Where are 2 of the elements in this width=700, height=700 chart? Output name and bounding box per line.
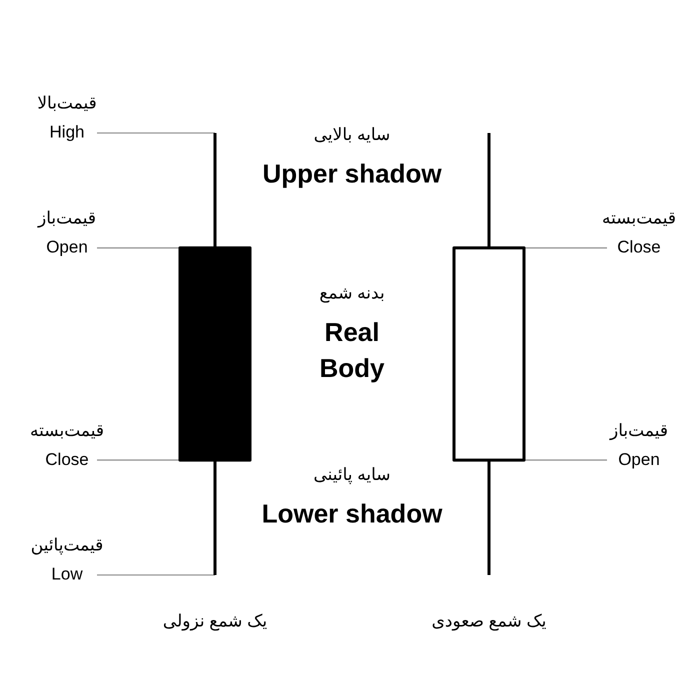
x-tick-label: یک شمع نزولی xyxy=(162,612,268,632)
x-tick-label: یک شمع صعودی xyxy=(432,612,547,632)
